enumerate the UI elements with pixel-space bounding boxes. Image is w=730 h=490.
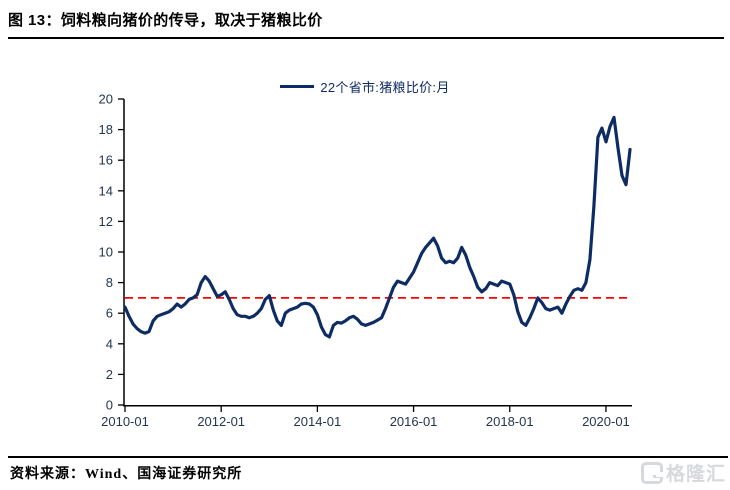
y-tick-label: 12: [99, 214, 113, 229]
y-tick-label: 20: [99, 92, 113, 107]
y-tick-label: 4: [106, 336, 113, 351]
x-tick-label: 2010-01: [101, 414, 149, 429]
x-tick-label: 2014-01: [294, 414, 342, 429]
watermark-text: 格隆汇: [665, 464, 726, 485]
x-tick-label: 2020-01: [582, 414, 630, 429]
title-divider: [8, 37, 724, 39]
gelonghui-logo-icon: [640, 461, 663, 484]
figure-title: 图 13：饲料粮向猪价的传导，取决于猪粮比价: [8, 12, 323, 29]
y-tick-label: 8: [106, 275, 113, 290]
legend-label: 22个省市:猪粮比价:月: [320, 80, 450, 95]
y-tick-label: 2: [106, 367, 113, 382]
x-tick-label: 2012-01: [197, 414, 245, 429]
y-tick-label: 16: [99, 153, 113, 168]
series-line-pig-grain-ratio: [123, 115, 632, 339]
y-tick-label: 18: [99, 122, 113, 137]
y-tick-label: 10: [99, 245, 113, 260]
x-tick-label: 2018-01: [486, 414, 534, 429]
y-tick-label: 14: [99, 183, 113, 198]
y-tick-label: 0: [106, 398, 113, 413]
x-tick-label: 2016-01: [390, 414, 438, 429]
legend-line-swatch: [280, 85, 315, 88]
pig-grain-ratio-chart: 0 2 4 6 8 10 12 14 16 18 20 2010-01 2012-01 2014-01 20…: [99, 92, 632, 429]
gelonghui-watermark: 格隆汇: [640, 459, 726, 486]
data-source-note: 资料来源：Wind、国海证券研究所: [10, 467, 243, 482]
y-tick-label: 6: [106, 306, 113, 321]
chart-legend: 22个省市:猪粮比价:月: [0, 77, 730, 96]
footer-divider: [8, 456, 728, 458]
